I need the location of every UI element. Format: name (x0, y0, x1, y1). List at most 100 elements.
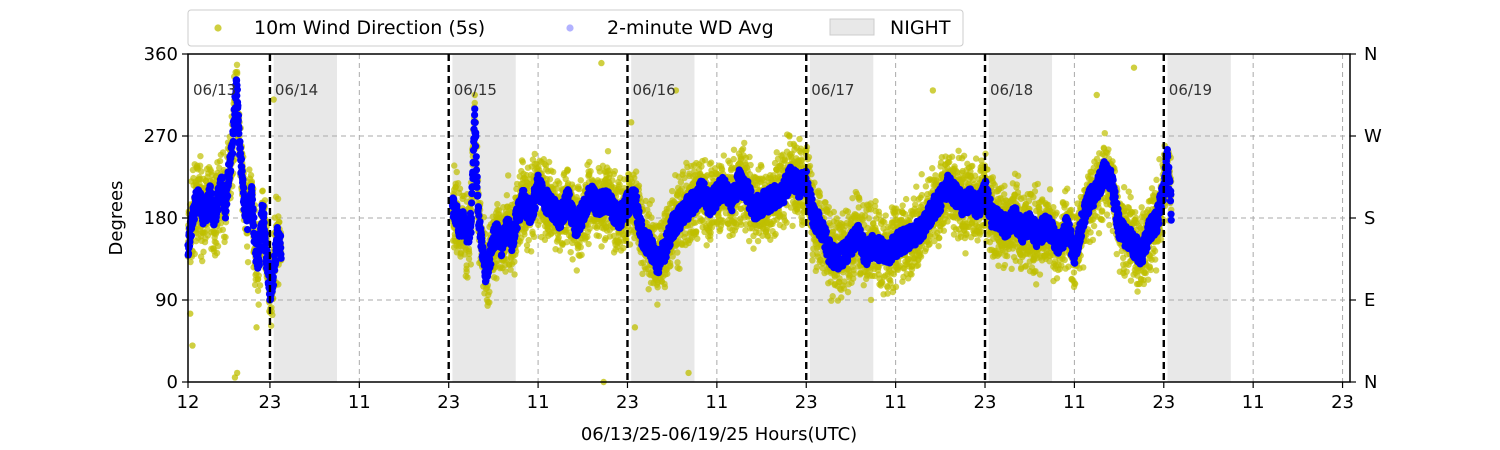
wd-5s-point (219, 149, 227, 156)
wd-5s-point (198, 168, 205, 175)
wd-5s-point (830, 208, 838, 216)
wd-5s-point (856, 196, 863, 203)
wd-5s-point (523, 242, 531, 249)
wd-5s-point (254, 287, 262, 294)
wd-5s-point (577, 177, 584, 184)
wd-5s-point (783, 219, 790, 226)
wd-5s-point (465, 255, 473, 263)
wd-5s-point (197, 152, 204, 160)
wd-5s-point (549, 168, 557, 176)
wd-5s-point (745, 237, 753, 245)
wd-5s-point (503, 192, 511, 199)
wd-5s-point (977, 228, 985, 235)
wd-5s-point (829, 293, 836, 300)
wd-5s-point (674, 249, 681, 256)
wd-5s-point (940, 227, 948, 234)
wd-5s-point (882, 212, 889, 219)
wd-5s-point (577, 243, 584, 251)
wd-5s-point (454, 179, 462, 187)
wd-5s-point (865, 215, 873, 222)
wd-5s-point (844, 208, 852, 215)
wd-5s-point (754, 237, 762, 245)
wd-5s-point (960, 152, 968, 159)
wd-5s-point (796, 135, 803, 143)
wd-5s-point (595, 232, 603, 240)
wd-5s-point (758, 163, 765, 170)
wd-5s-point (632, 168, 640, 175)
wd-5s-point (451, 162, 458, 169)
wd-5s-point (471, 99, 478, 107)
wd-5s-point (962, 250, 969, 257)
wd-5s-point (199, 257, 206, 265)
wd-5s-point (707, 236, 714, 243)
wd-5s-point (917, 253, 925, 260)
wd-5s-point (586, 158, 593, 166)
wd-5s-point (631, 174, 638, 181)
wd-5s-point (540, 156, 547, 163)
wd-5s-point (604, 147, 612, 155)
wd-5s-point (730, 155, 737, 163)
wd-5s-point (247, 172, 255, 179)
wd-5s-point (844, 288, 852, 296)
wd-5s-point (786, 133, 793, 140)
wd-5s-point (969, 162, 976, 170)
wd-5s-point (922, 183, 930, 190)
wd-5s-point (1013, 181, 1021, 188)
wd-5s-point (772, 230, 779, 238)
wd-5s-point (1001, 182, 1008, 190)
wd-5s-point (567, 248, 574, 256)
wd-5s-point (556, 247, 564, 254)
wd-5s-point (196, 162, 204, 169)
wd-5s-point (679, 168, 687, 175)
wd-5s-point (1000, 191, 1008, 198)
wd-5s-point (703, 242, 710, 249)
wd-5s-point (553, 185, 561, 192)
wd-5s-point (739, 145, 747, 153)
wd-5s-point (741, 139, 748, 147)
wd-5s-point (274, 195, 282, 203)
wd-5s-point (256, 282, 264, 289)
wd-5s-point (246, 166, 253, 173)
wd-5s-point (620, 244, 627, 252)
wd-5s-point (214, 242, 222, 250)
wd-5s-point (187, 258, 194, 266)
wd-5s-point (248, 178, 255, 185)
wd-5s-point (545, 158, 553, 166)
wd-5s-point (667, 262, 674, 269)
wd-5s-point (493, 275, 500, 282)
wd-5s-point (694, 235, 701, 242)
wd-5s-point (221, 238, 228, 246)
wd-5s-point (275, 213, 282, 220)
wd-5s-point (948, 153, 956, 160)
wd-5s-point (555, 234, 562, 241)
wd-5s-point (219, 226, 227, 233)
wd-5s-point (789, 222, 796, 230)
wd-5s-point (609, 177, 616, 184)
wd-5s-point (255, 272, 262, 279)
wd-5s-point (1001, 261, 1009, 269)
wd-5s-point (669, 187, 676, 195)
wd-5s-point (527, 248, 535, 255)
wd-5s-point (809, 257, 816, 264)
wd-5s-point (720, 152, 727, 159)
wd-5s-point (850, 270, 858, 277)
wd-5s-point (573, 267, 580, 274)
wd-5s-point (918, 171, 925, 178)
wd-5s-point (645, 286, 652, 293)
wd-5s-point (507, 266, 514, 273)
wd-5s-point (838, 294, 845, 301)
wd-5s-point (486, 288, 493, 296)
wd-5s-point (955, 147, 962, 154)
wd-5s-point (780, 211, 787, 218)
wd-5s-point (899, 202, 906, 209)
wd-5s-point (860, 282, 867, 289)
wd-5s-point (213, 249, 221, 257)
wd-5s-point (598, 243, 605, 250)
wd-5s-point (698, 163, 705, 170)
wd-5s-point (648, 214, 655, 221)
wd-5s-point (648, 197, 656, 204)
wd-5s-point (244, 258, 252, 266)
wd-5s-point (989, 174, 997, 181)
wd-5s-point (494, 200, 501, 208)
